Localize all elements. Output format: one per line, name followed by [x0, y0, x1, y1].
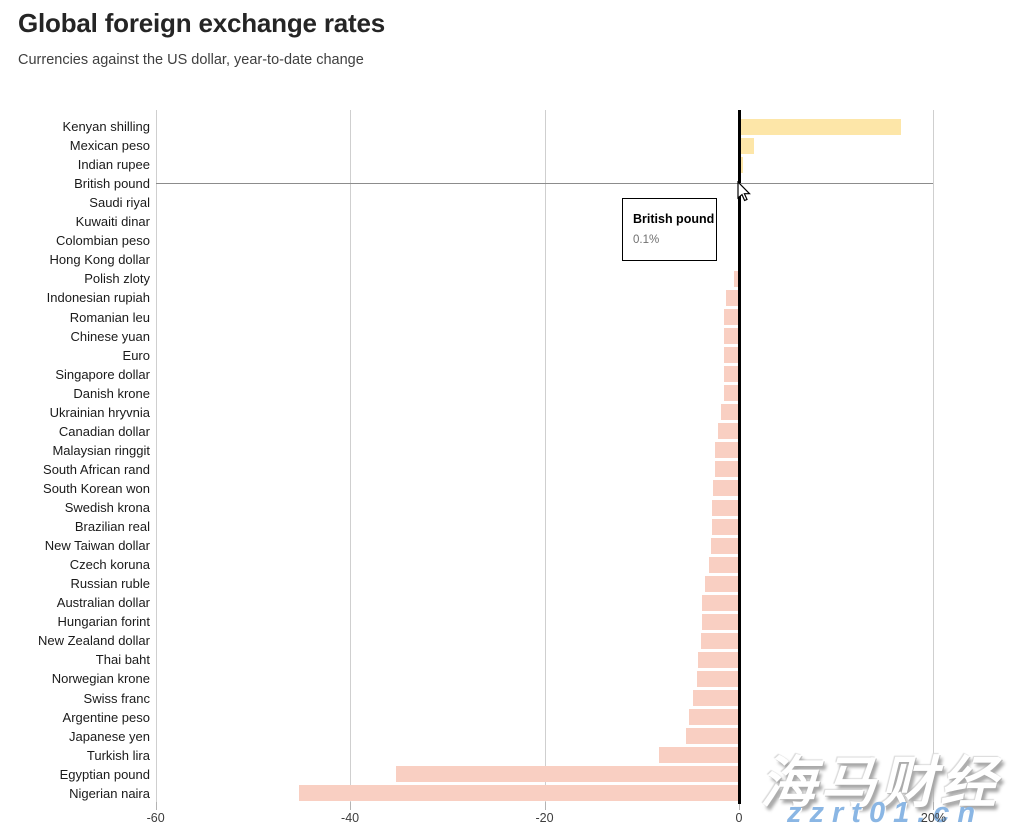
tick-label--20: -20	[535, 811, 554, 825]
bar-danish-krone[interactable]	[724, 385, 739, 402]
tick-label--60: -60	[146, 811, 165, 825]
category-label-euro: Euro	[122, 347, 150, 363]
bar-kenyan-shilling[interactable]	[739, 118, 902, 135]
bar-singapore-dollar[interactable]	[724, 366, 739, 383]
bar-thai-baht[interactable]	[698, 651, 739, 668]
bar-south-korean-won[interactable]	[712, 480, 739, 497]
category-label-czech-koruna: Czech koruna	[69, 557, 150, 573]
bar-turkish-lira[interactable]	[659, 747, 739, 764]
category-label-kuwaiti-dinar: Kuwaiti dinar	[75, 214, 150, 230]
bar-mexican-peso[interactable]	[739, 137, 754, 154]
category-label-argentine-peso: Argentine peso	[62, 709, 150, 725]
bar-new-taiwan-dollar[interactable]	[710, 537, 739, 554]
bar-nigerian-naira[interactable]	[298, 785, 739, 802]
tooltip-value: 0.1%	[633, 234, 660, 246]
bar-chinese-yuan[interactable]	[724, 328, 739, 345]
tooltip: British pound 0.1%	[622, 198, 717, 261]
category-label-hungarian-forint: Hungarian forint	[57, 614, 151, 630]
bar-egyptian-pound[interactable]	[395, 766, 739, 783]
bar-argentine-peso[interactable]	[689, 709, 739, 726]
tooltip-title: British pound	[633, 212, 715, 226]
category-label-brazilian-real: Brazilian real	[74, 519, 150, 535]
bar-japanese-yen[interactable]	[686, 728, 739, 745]
category-label-british-pound: British pound	[74, 176, 150, 192]
category-label-turkish-lira: Turkish lira	[86, 747, 150, 763]
tick-mark--40	[350, 802, 352, 810]
category-label-south-korean-won: South Korean won	[43, 480, 150, 496]
bar-swiss-franc[interactable]	[693, 690, 739, 706]
bar-australian-dollar[interactable]	[702, 594, 739, 611]
watermark-url-text: zzrt01.cn	[787, 797, 984, 829]
category-label-danish-krone: Danish krone	[73, 385, 150, 401]
bar-norwegian-krone[interactable]	[697, 670, 739, 687]
category-label-singapore-dollar: Singapore dollar	[55, 366, 150, 382]
category-label-colombian-peso: Colombian peso	[56, 233, 150, 249]
bar-new-zealand-dollar[interactable]	[701, 632, 739, 649]
category-label-swiss-franc: Swiss franc	[83, 690, 150, 706]
category-label-ukrainian-hryvnia: Ukrainian hryvnia	[49, 404, 150, 420]
category-label-norwegian-krone: Norwegian krone	[51, 671, 150, 687]
category-label-japanese-yen: Japanese yen	[69, 728, 150, 744]
tick-mark--60	[155, 802, 157, 810]
category-label-south-african-rand: South African rand	[43, 461, 150, 477]
bar-romanian-leu[interactable]	[724, 309, 739, 325]
bar-russian-ruble[interactable]	[704, 575, 739, 592]
gridline--60	[155, 110, 157, 802]
bar-indian-rupee[interactable]	[739, 156, 743, 173]
bar-hungarian-forint[interactable]	[702, 613, 739, 630]
tick-label-0: 0	[735, 811, 743, 825]
gridline-20	[933, 110, 935, 802]
zero-axis-line	[737, 110, 741, 804]
hover-row-indicator-line	[156, 183, 933, 184]
page-title: Global foreign exchange rates	[18, 8, 385, 38]
category-label-malaysian-ringgit: Malaysian ringgit	[52, 442, 150, 458]
bar-indonesian-rupiah[interactable]	[726, 289, 739, 306]
bar-euro[interactable]	[724, 347, 739, 364]
category-label-kenyan-shilling: Kenyan shilling	[62, 119, 150, 134]
category-label-swedish-krona: Swedish krona	[64, 500, 150, 515]
mouse-cursor-icon	[737, 181, 751, 202]
category-label-australian-dollar: Australian dollar	[56, 595, 150, 611]
bar-malaysian-ringgit[interactable]	[714, 442, 739, 459]
tick-mark-0	[739, 802, 740, 810]
page-subtitle: Currencies against the US dollar, year-t…	[18, 52, 364, 68]
tick-mark-20	[933, 802, 935, 810]
category-label-new-zealand-dollar: New Zealand dollar	[37, 633, 150, 649]
category-label-indonesian-rupiah: Indonesian rupiah	[46, 290, 150, 306]
category-label-hong-kong-dollar: Hong Kong dollar	[49, 252, 150, 268]
category-label-thai-baht: Thai baht	[95, 652, 150, 668]
bar-swedish-krona[interactable]	[711, 499, 739, 516]
tick-label--40: -40	[341, 811, 360, 825]
category-label-saudi-riyal: Saudi riyal	[89, 195, 150, 211]
category-label-romanian-leu: Romanian leu	[69, 309, 150, 325]
category-label-mexican-peso: Mexican peso	[69, 138, 150, 154]
category-label-chinese-yuan: Chinese yuan	[70, 328, 151, 344]
bar-south-african-rand[interactable]	[714, 461, 739, 478]
bar-brazilian-real[interactable]	[711, 518, 739, 535]
category-label-egyptian-pound: Egyptian pound	[59, 766, 150, 782]
category-label-new-taiwan-dollar: New Taiwan dollar	[44, 538, 150, 554]
watermark-brand-text: 海马财经	[760, 751, 1000, 814]
category-label-russian-ruble: Russian ruble	[70, 576, 151, 592]
category-label-canadian-dollar: Canadian dollar	[58, 423, 150, 439]
category-label-nigerian-naira: Nigerian naira	[69, 785, 150, 801]
tick-label-20: 20%	[920, 811, 946, 825]
gridline--20	[544, 110, 546, 802]
bar-canadian-dollar[interactable]	[717, 423, 739, 440]
bar-czech-koruna[interactable]	[708, 556, 739, 573]
category-label-polish-zloty: Polish zloty	[84, 271, 150, 287]
gridline--40	[350, 110, 352, 802]
category-label-indian-rupee: Indian rupee	[77, 157, 150, 173]
bar-polish-zloty[interactable]	[734, 270, 739, 287]
bar-ukrainian-hryvnia[interactable]	[720, 404, 739, 421]
tick-mark--20	[544, 802, 546, 810]
